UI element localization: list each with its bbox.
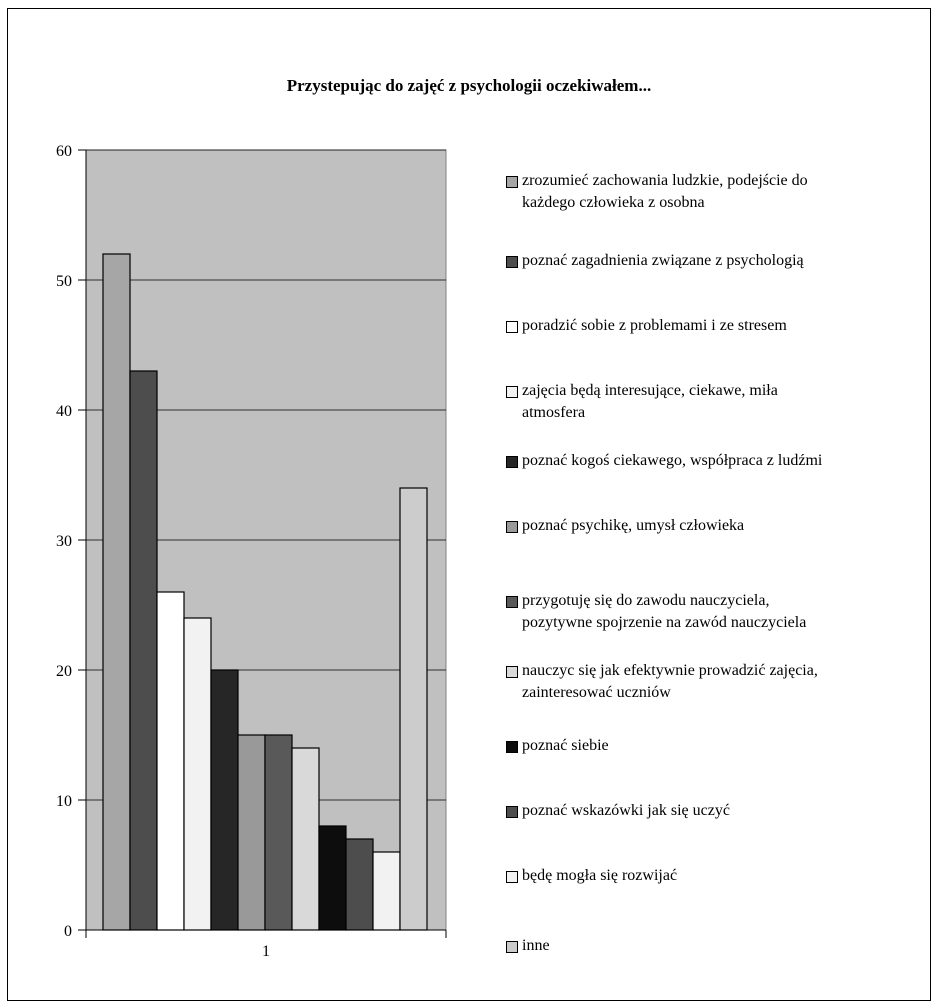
bar: [156, 591, 185, 931]
legend-swatch: [506, 871, 518, 883]
legend-swatch: [506, 456, 518, 468]
legend-swatch: [506, 666, 518, 678]
legend-swatch: [506, 806, 518, 818]
y-tick-label: 50: [56, 273, 72, 290]
bar: [372, 851, 401, 931]
legend-swatch: [506, 256, 518, 268]
legend-label: poznać siebie: [522, 737, 609, 754]
legend-label: przygotuję się do zawodu nauczyciela, po…: [522, 592, 807, 631]
legend-label: poznać zagadnienia związane z psychologi…: [522, 252, 804, 269]
y-tick-label: 30: [56, 533, 72, 550]
legend-swatch: [506, 941, 518, 953]
legend-label: będę mogła się rozwijać: [522, 867, 678, 884]
bar: [318, 825, 347, 931]
bar: [183, 617, 212, 931]
legend-swatch: [506, 521, 518, 533]
legend-label: zajęcia będą interesujące, ciekawe, miła…: [522, 382, 778, 421]
legend-item: zajęcia będą interesujące, ciekawe, miła…: [506, 380, 926, 424]
legend-item: poradzić sobie z problemami i ze stresem: [506, 315, 926, 337]
legend-label: poznać kogoś ciekawego, współpraca z lud…: [522, 452, 823, 469]
legend-swatch: [506, 176, 518, 188]
legend-label: poznać psychikę, umysł człowieka: [522, 517, 745, 534]
legend-label: nauczyc się jak efektywnie prowadzić zaj…: [522, 662, 818, 701]
legend-item: zrozumieć zachowania ludzkie, podejście …: [506, 170, 926, 214]
legend-item: będę mogła się rozwijać: [506, 865, 926, 887]
y-tick-label: 40: [56, 403, 72, 420]
legend-label: poznać wskazówki jak się uczyć: [522, 802, 730, 819]
bar: [237, 734, 266, 931]
legend-swatch: [506, 386, 518, 398]
x-tick-label: 1: [262, 943, 270, 960]
legend-item: poznać kogoś ciekawego, współpraca z lud…: [506, 450, 926, 472]
bar: [129, 370, 158, 931]
bar: [291, 747, 320, 931]
y-tick-label: 10: [56, 793, 72, 810]
legend-item: przygotuję się do zawodu nauczyciela, po…: [506, 590, 926, 634]
legend-item: inne: [506, 935, 926, 957]
legend-item: poznać wskazówki jak się uczyć: [506, 800, 926, 822]
chart-title: Przystepując do zajęć z psychologii ocze…: [286, 76, 652, 95]
bar: [264, 734, 293, 931]
legend-item: poznać zagadnienia związane z psychologi…: [506, 250, 926, 272]
y-tick-label: 20: [56, 663, 72, 680]
legend-label: zrozumieć zachowania ludzkie, podejście …: [522, 172, 808, 211]
bar: [210, 669, 239, 931]
y-tick-label: 60: [56, 143, 72, 160]
legend-item: poznać psychikę, umysł człowieka: [506, 515, 926, 537]
legend-swatch: [506, 741, 518, 753]
y-tick-label: 0: [64, 923, 72, 940]
legend-swatch: [506, 596, 518, 608]
bar: [345, 838, 374, 931]
bar: [102, 253, 131, 931]
legend-item: nauczyc się jak efektywnie prowadzić zaj…: [506, 660, 926, 704]
legend-label: inne: [522, 937, 550, 954]
legend-label: poradzić sobie z problemami i ze stresem: [522, 317, 787, 334]
legend-swatch: [506, 321, 518, 333]
legend-item: poznać siebie: [506, 735, 926, 757]
bar: [399, 487, 428, 931]
